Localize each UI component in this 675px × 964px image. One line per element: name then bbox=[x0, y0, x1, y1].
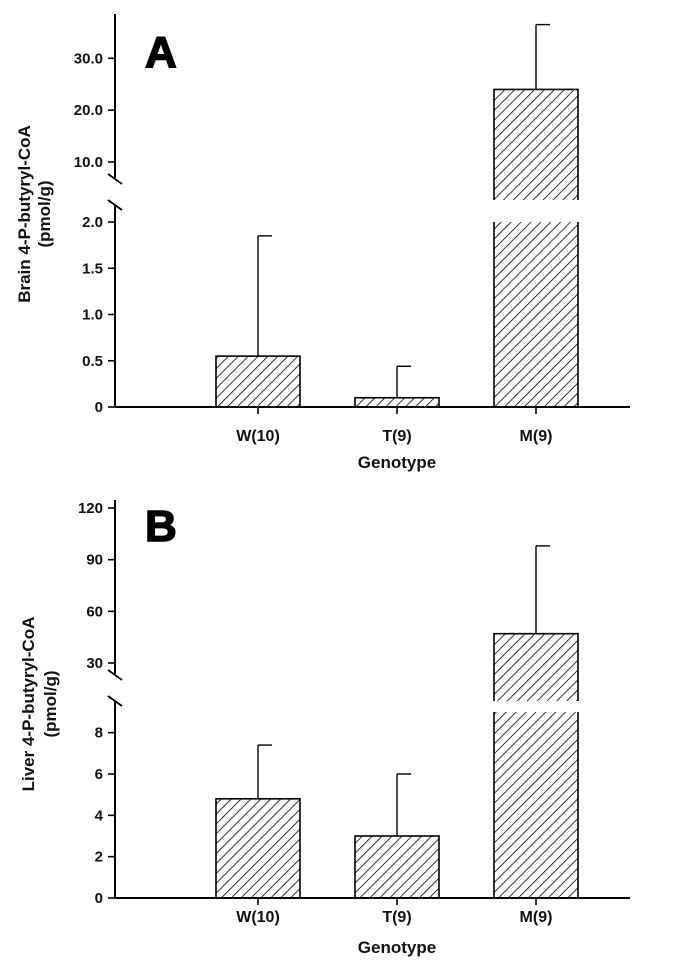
y-tick-label: 0 bbox=[95, 399, 103, 416]
y-axis-title: Brain 4-P-butyryl-CoA bbox=[15, 125, 34, 303]
panel-b: 0 2 4 6 8 30 60 90 120 W(10) T(9) M(9) Genotype Liver… bbox=[19, 500, 630, 957]
axis-break-mark-2 bbox=[107, 669, 123, 681]
axis-break-mark-2 bbox=[107, 173, 123, 185]
bar-1 bbox=[215, 355, 301, 408]
y-tick-label: 120 bbox=[78, 500, 103, 517]
x-axis-title: Genotype bbox=[358, 938, 436, 957]
y-tick-label: 1.0 bbox=[82, 307, 103, 324]
x-tick-label: W(10) bbox=[236, 428, 280, 445]
axis-break-mark-1 bbox=[107, 199, 123, 211]
y-tick-label: 60 bbox=[86, 603, 103, 620]
y-tick-label: 20.0 bbox=[74, 102, 103, 119]
y-tick-label: 0.5 bbox=[82, 353, 103, 370]
y-tick-label: 4 bbox=[95, 807, 104, 824]
y-tick-label: 30 bbox=[86, 655, 103, 672]
bar-3-lower-edge bbox=[493, 712, 579, 898]
y-tick-label: 10.0 bbox=[74, 154, 103, 171]
y-tick-label: 8 bbox=[95, 725, 103, 742]
panel-letter: A bbox=[145, 28, 177, 77]
bar-3-lower-edge bbox=[493, 222, 579, 407]
x-tick-label: W(10) bbox=[236, 909, 280, 926]
x-axis-title: Genotype bbox=[358, 453, 436, 472]
x-tick-label: T(9) bbox=[382, 428, 411, 445]
panel-letter: B bbox=[145, 502, 177, 551]
bar-1 bbox=[215, 797, 301, 899]
y-tick-label: 30.0 bbox=[74, 50, 103, 67]
bar-3-upper bbox=[494, 89, 578, 200]
x-tick-label: M(9) bbox=[520, 909, 553, 926]
y-tick-label: 1.5 bbox=[82, 260, 103, 277]
bar-3-upper bbox=[494, 633, 578, 701]
y-tick-label: 2 bbox=[95, 849, 103, 866]
panel-a: 0 0.5 1.0 1.5 2.0 10.0 20.0 30.0 W(10) T(9) M(9) Ge… bbox=[15, 14, 630, 472]
y-axis-unit: (pmol/g) bbox=[35, 180, 54, 247]
x-tick-label: T(9) bbox=[382, 909, 411, 926]
y-axis-title: Liver 4-P-butyryl-CoA bbox=[19, 617, 38, 792]
bar-3-lower bbox=[494, 712, 578, 898]
x-tick-label: M(9) bbox=[520, 428, 553, 445]
y-tick-label: 6 bbox=[95, 766, 103, 783]
y-tick-label: 90 bbox=[86, 552, 103, 569]
bar-3-lower bbox=[494, 222, 578, 407]
bar-2 bbox=[354, 396, 440, 408]
axis-break-mark-1 bbox=[107, 695, 123, 707]
y-tick-label: 0 bbox=[95, 890, 103, 907]
y-tick-label: 2.0 bbox=[82, 214, 103, 231]
y-axis-unit: (pmol/g) bbox=[41, 670, 60, 737]
bar-2 bbox=[354, 835, 440, 899]
